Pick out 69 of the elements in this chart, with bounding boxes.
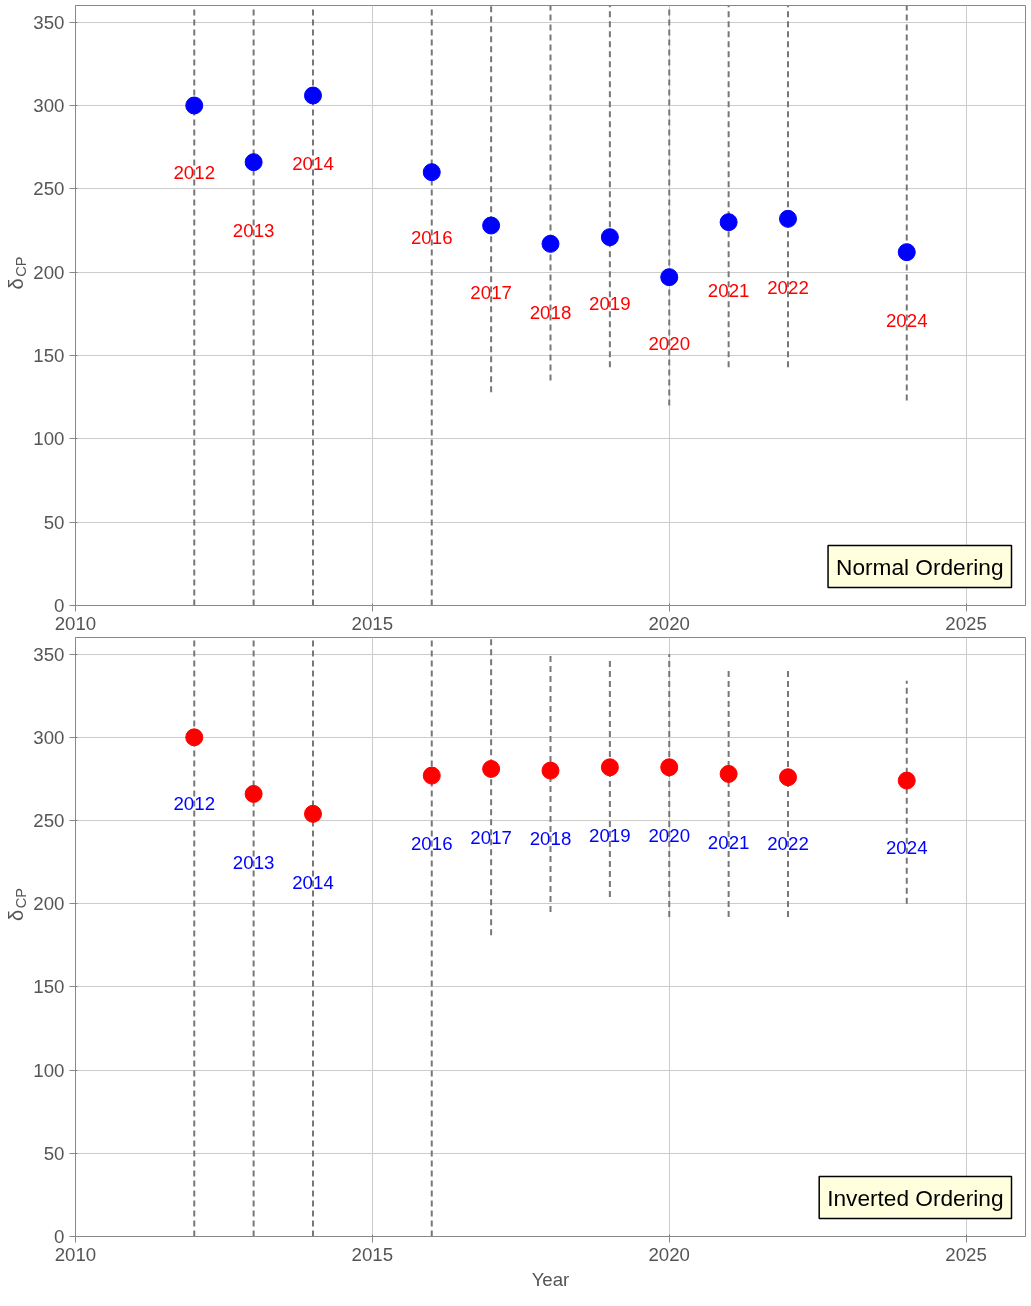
annotation: 2021 [707, 280, 750, 301]
x-axis-title: Year [531, 1268, 570, 1290]
point [422, 766, 441, 785]
annotation: 2019 [589, 825, 631, 846]
point [719, 764, 738, 783]
annotation: 2016 [411, 226, 453, 248]
point [482, 759, 501, 778]
point [719, 213, 738, 232]
y-tick-label: 100 [33, 1059, 65, 1081]
y-tick-label: 100 [33, 428, 65, 450]
x-tick-label: 2025 [945, 1243, 987, 1265]
point [779, 768, 797, 787]
annotation: 2018 [529, 828, 572, 850]
point [660, 268, 679, 287]
point [600, 228, 619, 247]
y-tick-label: 150 [33, 976, 65, 998]
y-tick-label: 50 [43, 1142, 65, 1164]
annotation: 2017 [470, 826, 512, 848]
x-tick-label: 2020 [648, 612, 691, 634]
y-tick-label: 150 [33, 345, 65, 366]
point [779, 209, 797, 228]
annotation: 2020 [648, 825, 691, 846]
annotation: 2012 [173, 161, 216, 183]
y-tick-label: 50 [43, 511, 65, 533]
point [185, 728, 204, 747]
point [600, 758, 619, 777]
annotation: 2022 [767, 833, 809, 855]
x-tick-label: 2020 [648, 1243, 691, 1265]
y-tick-label: 300 [33, 95, 65, 116]
y-tick-label: 250 [33, 178, 65, 200]
annotation: 2021 [707, 831, 750, 853]
point [897, 771, 916, 790]
point [244, 784, 263, 803]
point [185, 96, 204, 115]
point [422, 163, 441, 182]
annotation: 2014 [292, 153, 334, 175]
annotation: 2013 [232, 220, 275, 241]
point [244, 153, 263, 172]
annotation: 2013 [232, 851, 275, 873]
y-tick-label: 250 [33, 810, 65, 832]
annotation: 2022 [767, 276, 809, 298]
y-axis-title: δCP [4, 256, 29, 290]
point [660, 758, 679, 777]
point [541, 234, 560, 253]
annotation: 2024 [886, 836, 928, 858]
y-axis-title: δCP [4, 887, 29, 922]
annotation: 2014 [292, 871, 334, 893]
x-tick-label: 2015 [351, 1243, 394, 1265]
annotation: 2016 [411, 833, 453, 855]
y-tick-label: 350 [33, 11, 65, 33]
point [304, 86, 322, 105]
annotation: 2019 [589, 293, 631, 315]
x-tick-label: 2025 [945, 612, 987, 634]
point [897, 243, 916, 262]
annotation: 2018 [529, 301, 572, 323]
annotation: Normal Ordering [836, 553, 1004, 580]
annotation: 2020 [648, 333, 691, 355]
annotation: Inverted Ordering [827, 1184, 1004, 1211]
point [482, 216, 501, 235]
point [304, 804, 322, 823]
y-tick-label: 200 [33, 893, 65, 915]
annotation: 2024 [886, 310, 928, 331]
y-tick-label: 200 [33, 261, 65, 283]
annotation: 2017 [470, 281, 512, 303]
x-tick-label: 2015 [351, 612, 394, 634]
y-tick-label: 350 [33, 643, 65, 665]
annotation: 2012 [173, 793, 216, 815]
point [541, 761, 560, 780]
y-tick-label: 300 [33, 726, 65, 748]
